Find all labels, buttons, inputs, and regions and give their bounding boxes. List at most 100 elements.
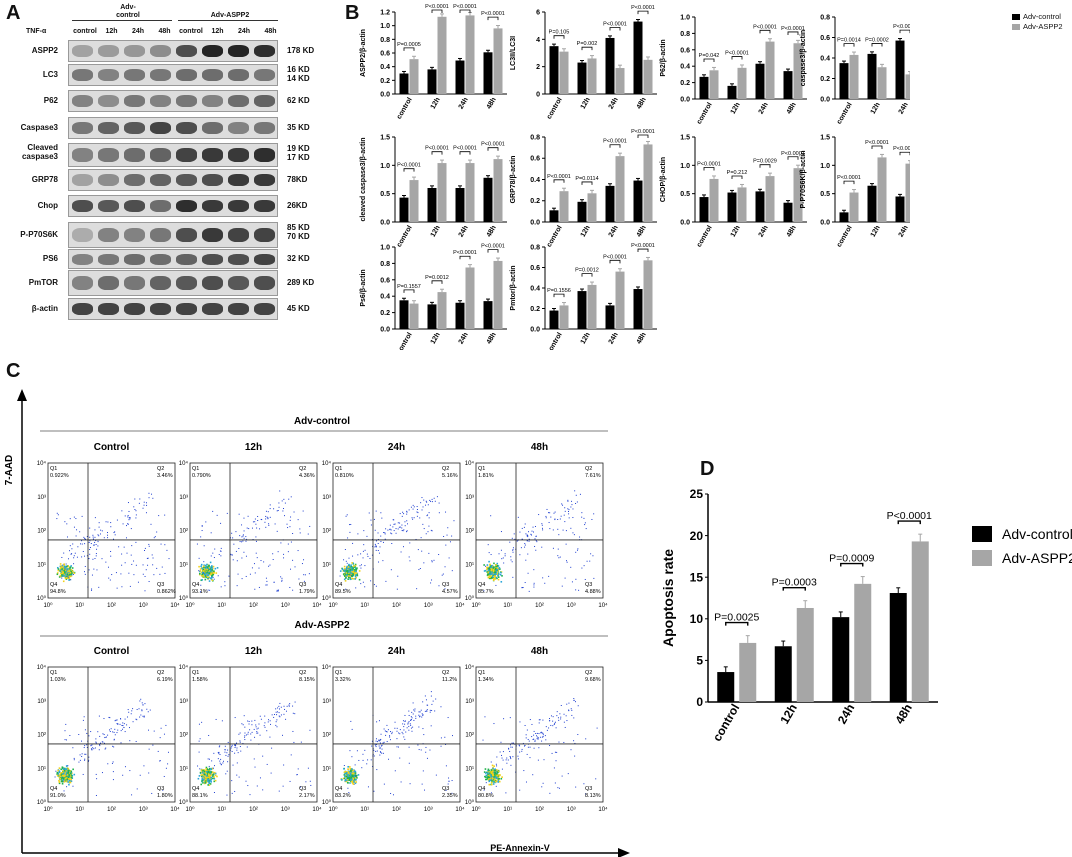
flow-point	[276, 711, 278, 713]
flow-point	[214, 765, 216, 767]
category-label: 24h	[608, 225, 620, 239]
blot-size-5: 78KD	[287, 175, 308, 184]
bar-adv-aspp2	[493, 28, 503, 94]
flow-point	[217, 758, 219, 760]
blot-label-4: Cleaved caspase3	[21, 143, 58, 161]
flow-point	[116, 732, 118, 734]
flow-point	[522, 742, 524, 744]
flow-point	[112, 731, 114, 733]
flow-point	[502, 751, 504, 753]
flow-point	[278, 790, 280, 792]
flow-point	[162, 789, 164, 791]
significance-bracket	[581, 181, 593, 185]
flow-point	[165, 724, 167, 726]
flow-point	[531, 530, 533, 532]
significance-bracket	[459, 255, 471, 260]
bar-adv-control	[399, 300, 409, 329]
y-tick-label: 0.8	[380, 37, 390, 44]
flow-point	[492, 766, 494, 769]
flow-point	[210, 771, 213, 773]
flow-point	[490, 554, 492, 556]
flow-point	[509, 750, 511, 752]
flow-point	[93, 544, 95, 546]
flow-point	[375, 545, 377, 547]
flow-point	[280, 706, 282, 708]
flow-point	[544, 582, 546, 584]
flow-point	[152, 564, 154, 566]
significance-bracket	[787, 156, 799, 160]
flow-point	[549, 718, 551, 720]
bar-adv-aspp2	[877, 157, 887, 222]
flow-point	[149, 709, 151, 711]
flow-x-tick: 10⁰	[43, 602, 53, 609]
flow-point	[143, 504, 145, 506]
flow-point	[486, 778, 488, 781]
flow-point	[276, 726, 278, 728]
flow-point	[542, 719, 544, 721]
flow-point	[294, 713, 296, 715]
flow-point	[411, 730, 413, 732]
flow-scatter	[339, 496, 455, 590]
flow-point	[505, 792, 507, 794]
flow-point	[203, 769, 205, 771]
flow-point	[421, 713, 423, 715]
flow-point	[242, 742, 244, 744]
flow-y-tick: 10⁴	[465, 460, 475, 467]
flow-point	[357, 533, 359, 535]
bar-adv-control	[727, 192, 737, 222]
flow-point	[292, 533, 294, 535]
flow-point	[405, 531, 407, 533]
bar-adv-control	[427, 304, 437, 329]
flow-point	[537, 738, 539, 740]
flow-point	[575, 786, 577, 788]
y-tick-label: 2	[536, 64, 540, 71]
blot-label-8: PS6	[42, 254, 58, 263]
flow-point	[110, 555, 112, 557]
flow-point	[135, 541, 137, 543]
flow-point	[292, 730, 294, 732]
flow-point	[495, 576, 498, 579]
blot-band	[150, 275, 171, 291]
blot-strip-9	[68, 270, 278, 296]
flow-point	[363, 530, 365, 532]
flow-point	[422, 714, 424, 716]
quadrant-name: Q3	[157, 582, 164, 588]
flow-y-arrowhead	[17, 389, 27, 401]
flow-point	[386, 741, 388, 743]
flow-point	[110, 550, 112, 552]
flow-point	[374, 529, 376, 531]
flow-point	[354, 578, 357, 580]
flow-point	[288, 704, 290, 706]
flow-point	[351, 777, 354, 779]
flow-point	[268, 719, 270, 721]
flow-point	[353, 770, 355, 773]
flow-point	[249, 729, 251, 731]
flow-point	[484, 716, 486, 718]
bar-adv-control	[483, 301, 493, 329]
quadrant-percent: 9.68%	[585, 677, 601, 683]
flow-point	[568, 710, 570, 712]
flow-point	[399, 513, 401, 515]
flow-point	[497, 777, 499, 779]
flow-point	[142, 704, 144, 706]
flow-point	[549, 512, 551, 514]
flow-point	[129, 518, 131, 520]
flow-point	[397, 746, 399, 748]
category-label: 24h	[758, 225, 770, 239]
significance-bracket	[840, 562, 864, 567]
flow-point	[392, 526, 394, 528]
flow-point	[140, 698, 142, 700]
flow-point	[224, 745, 226, 747]
flow-point	[208, 580, 211, 582]
panel-c-flow: 7-AADPE-Annexin-VAdv-controlAdv-ASPP2Con…	[4, 389, 630, 857]
flow-point	[67, 776, 69, 779]
flow-point	[70, 776, 73, 779]
flow-point	[69, 781, 71, 784]
y-tick-label: 1.0	[680, 163, 690, 170]
flow-point	[544, 735, 546, 737]
flow-point	[129, 740, 131, 742]
flow-point	[81, 740, 83, 742]
flow-point	[380, 512, 382, 514]
flow-point	[426, 710, 428, 712]
flow-point	[62, 569, 64, 572]
